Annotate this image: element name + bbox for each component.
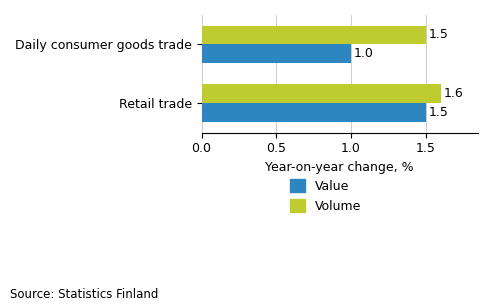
Text: Source: Statistics Finland: Source: Statistics Finland <box>10 288 158 301</box>
Text: 1.6: 1.6 <box>444 87 463 100</box>
X-axis label: Year-on-year change, %: Year-on-year change, % <box>266 161 414 174</box>
Bar <box>202 84 441 103</box>
Legend: Value, Volume: Value, Volume <box>285 174 367 218</box>
Bar <box>202 26 426 44</box>
Bar <box>202 44 351 63</box>
Bar <box>202 103 426 122</box>
Text: 1.5: 1.5 <box>429 29 449 41</box>
Text: 1.0: 1.0 <box>354 47 374 60</box>
Text: 1.5: 1.5 <box>429 106 449 119</box>
